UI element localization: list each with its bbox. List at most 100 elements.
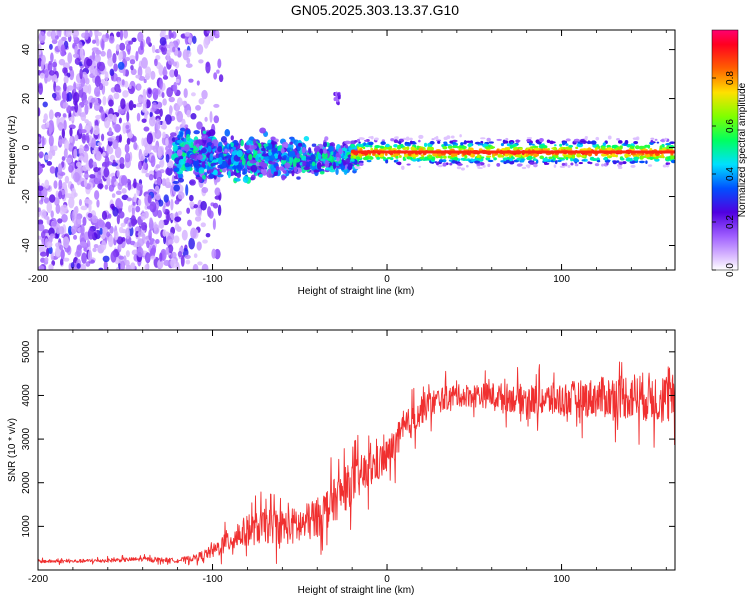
heatmap-noise-cell <box>149 111 153 118</box>
heatmap-transition-cell <box>227 170 231 179</box>
heatmap-carrier-cell <box>587 161 591 164</box>
heatmap-noise-cell <box>130 65 134 71</box>
spectrogram-ytick-label: -20 <box>21 189 32 204</box>
heatmap-noise-cell <box>94 190 100 200</box>
colorbar-gradient <box>711 29 739 271</box>
heatmap-noise-cell <box>144 111 148 121</box>
heatmap-noise-cell <box>108 235 114 248</box>
heatmap-carrier-cell <box>470 158 476 162</box>
heatmap-noise-cell <box>62 67 68 74</box>
heatmap-noise-cell <box>110 203 115 209</box>
heatmap-noise-cell <box>38 83 44 95</box>
heatmap-carrier-cell <box>506 143 510 147</box>
heatmap-transition-cell <box>302 160 307 167</box>
heatmap-carrier-cell <box>615 154 618 158</box>
heatmap-noise-cell <box>137 31 144 43</box>
heatmap-transition-cell <box>236 150 243 158</box>
heatmap-noise-cell <box>122 90 129 98</box>
heatmap-noise-cell <box>68 124 76 130</box>
heatmap-noise-cell <box>84 104 89 115</box>
heatmap-carrier-cell <box>376 156 381 160</box>
heatmap-carrier-cell <box>634 145 640 150</box>
heatmap-transition-cell <box>218 157 223 165</box>
colorbar-label: Normalized spectral amplitude <box>737 82 748 217</box>
heatmap-noise-cell <box>202 239 208 244</box>
heatmap-carrier-cell <box>424 142 428 147</box>
heatmap-transition-cell <box>186 133 191 142</box>
heatmap-transition-cell <box>330 150 334 156</box>
heatmap-noise-cell <box>90 97 96 103</box>
heatmap-noise-cell <box>127 132 134 139</box>
heatmap-noise-cell <box>165 153 170 163</box>
heatmap-noise-cell <box>125 124 130 130</box>
heatmap-noise-cell <box>50 30 57 41</box>
heatmap-transition-cell <box>176 139 183 144</box>
heatmap-noise-cell <box>41 123 48 130</box>
heatmap-transition-cell <box>241 157 246 166</box>
heatmap-noise-cell <box>49 120 55 133</box>
heatmap-noise-cell <box>48 246 53 255</box>
heatmap-transition-cell <box>277 154 282 160</box>
heatmap-carrier-cell <box>650 140 654 143</box>
heatmap-carrier-cell <box>350 144 355 148</box>
heatmap-noise-cell <box>48 70 55 76</box>
heatmap-transition-cell <box>310 154 316 162</box>
heatmap-noise-cell <box>96 31 103 37</box>
heatmap-noise-cell <box>173 81 178 94</box>
heatmap-noise-cell <box>106 231 111 238</box>
heatmap-transition-cell <box>273 171 278 177</box>
heatmap-carrier-cell <box>493 157 497 161</box>
heatmap-noise-cell <box>155 193 161 201</box>
heatmap-carrier-cell <box>642 148 648 152</box>
heatmap-carrier-cell <box>568 144 574 148</box>
heatmap-carrier-cell <box>618 161 624 165</box>
heatmap-transition-cell <box>261 147 266 152</box>
heatmap-noise-cell <box>101 240 107 251</box>
heatmap-noise-cell <box>140 221 148 231</box>
heatmap-noise-cell <box>126 111 130 122</box>
heatmap-noise-cell <box>136 83 142 91</box>
heatmap-noise-cell <box>136 246 144 258</box>
heatmap-transition-cell <box>184 144 190 152</box>
heatmap-transition-cell <box>201 147 207 154</box>
heatmap-carrier-cell <box>503 161 507 165</box>
heatmap-carrier-cell <box>645 160 648 164</box>
heatmap-noise-cell <box>129 55 136 62</box>
heatmap-noise-cell <box>92 50 96 61</box>
heatmap-noise-cell <box>185 259 191 265</box>
heatmap-transition-cell <box>207 145 212 153</box>
heatmap-noise-cell <box>48 150 53 160</box>
heatmap-noise-cell <box>165 145 169 151</box>
heatmap-carrier-cell <box>474 160 481 164</box>
heatmap-noise-cell <box>170 33 174 38</box>
heatmap-noise-cell <box>115 76 122 83</box>
colorbar-tick-label: 0.4 <box>725 167 736 181</box>
heatmap-carrier-cell <box>595 136 600 141</box>
heatmap-noise-cell <box>128 40 134 45</box>
heatmap-carrier-cell <box>480 137 486 140</box>
heatmap-noise-cell <box>200 222 206 228</box>
heatmap-noise-cell <box>73 91 80 103</box>
heatmap-carrier-cell <box>504 154 509 157</box>
heatmap-transition-cell <box>271 141 277 145</box>
heatmap-noise-cell <box>92 161 97 166</box>
heatmap-transition-cell <box>202 174 206 180</box>
heatmap-carrier-cell <box>426 146 432 151</box>
heatmap-noise-cell <box>165 137 169 147</box>
heatmap-noise-cell <box>214 195 221 200</box>
heatmap-carrier-cell <box>671 155 675 159</box>
heatmap-noise-cell <box>125 250 130 258</box>
heatmap-noise-cell <box>190 112 197 120</box>
heatmap-noise-cell <box>51 74 56 83</box>
heatmap-noise-cell <box>48 134 54 147</box>
heatmap-carrier-cell <box>662 164 667 168</box>
heatmap-noise-cell <box>155 164 161 169</box>
heatmap-transition-cell <box>281 141 289 149</box>
heatmap-noise-cell <box>38 207 41 212</box>
heatmap-noise-cell <box>195 104 202 111</box>
heatmap-carrier-cell <box>606 144 611 149</box>
heatmap-carrier-cell <box>561 162 566 166</box>
heatmap-noise-cell <box>185 184 189 196</box>
heatmap-transition-cell <box>233 161 239 166</box>
heatmap-noise-cell <box>217 204 222 216</box>
